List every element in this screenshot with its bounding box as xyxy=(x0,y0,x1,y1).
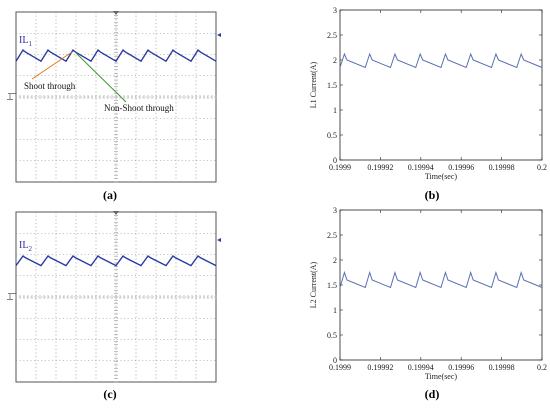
y-tick-label: 3 xyxy=(333,6,337,15)
trigger-marker xyxy=(113,11,119,15)
y-tick-label: 1.5 xyxy=(327,281,337,290)
trace-label-subscript: 1 xyxy=(28,40,32,48)
caption-b: (b) xyxy=(424,188,440,202)
x-tick-label: 0.19994 xyxy=(408,163,434,172)
panel-c-oscilloscope: IL2 xyxy=(7,211,221,383)
x-tick-label: 0.19996 xyxy=(448,363,474,372)
x-tick-label: 0.19994 xyxy=(408,363,434,372)
y-tick-label: 2 xyxy=(333,256,337,265)
shoot-through-label: Shoot through xyxy=(24,81,76,91)
x-tick-label: 0.19998 xyxy=(489,163,515,172)
scope-trace xyxy=(15,48,217,63)
y-tick-label: 0.5 xyxy=(327,331,337,340)
x-tick-label: 0.19996 xyxy=(448,163,474,172)
y-tick-label: 0 xyxy=(333,356,337,365)
panel-b-l1-current-chart: 0 0.5 1 1.5 2 2.5 3 0.1999 0.19992 0.19994 0.19996… xyxy=(309,6,547,181)
y-tick-label: 3 xyxy=(333,206,337,215)
y-tick-label: 1 xyxy=(333,306,337,315)
trigger-marker xyxy=(113,211,119,215)
panel-d-l2-current-chart: 0 0.5 1 1.5 2 2.5 3 0.1999 0.19992 0.19994 0.19996… xyxy=(309,206,547,381)
axes-frame xyxy=(339,9,543,161)
x-tick-label: 0.1999 xyxy=(329,363,351,372)
y-tick-label: 1.5 xyxy=(327,81,337,90)
non-shoot-through-arrow xyxy=(75,52,127,103)
caption-d: (d) xyxy=(424,387,440,401)
y-tick-label: 2.5 xyxy=(327,31,337,40)
series-line xyxy=(339,52,543,69)
caption-c: (c) xyxy=(103,387,117,401)
x-axis-label: Time(sec) xyxy=(425,372,457,381)
level-marker xyxy=(217,238,221,242)
axes-frame xyxy=(339,209,543,361)
x-tick-label: 0.19998 xyxy=(489,363,515,372)
non-shoot-through-label: Non-Shoot through xyxy=(104,103,174,113)
x-tick-label: 0.1999 xyxy=(329,163,351,172)
y-tick-label: 2.5 xyxy=(327,231,337,240)
scope-trace xyxy=(15,255,217,267)
x-tick-label: 0.2 xyxy=(537,163,547,172)
y-tick-label: 2 xyxy=(333,56,337,65)
level-marker xyxy=(217,33,221,37)
caption-a: (a) xyxy=(103,188,117,202)
y-axis-label: L1 Current(A) xyxy=(309,61,318,108)
x-tick-label: 0.19992 xyxy=(367,363,393,372)
x-axis-label: Time(sec) xyxy=(425,172,457,181)
y-tick-label: 0 xyxy=(333,156,337,165)
series-line xyxy=(339,270,543,289)
y-tick-label: 1 xyxy=(333,106,337,115)
y-axis-label: L2 Current(A) xyxy=(309,261,318,308)
x-tick-label: 0.2 xyxy=(537,363,547,372)
shoot-through-arrow xyxy=(31,51,73,80)
x-tick-label: 0.19992 xyxy=(367,163,393,172)
y-tick-label: 0.5 xyxy=(327,131,337,140)
trace-label-subscript: 2 xyxy=(28,245,32,253)
